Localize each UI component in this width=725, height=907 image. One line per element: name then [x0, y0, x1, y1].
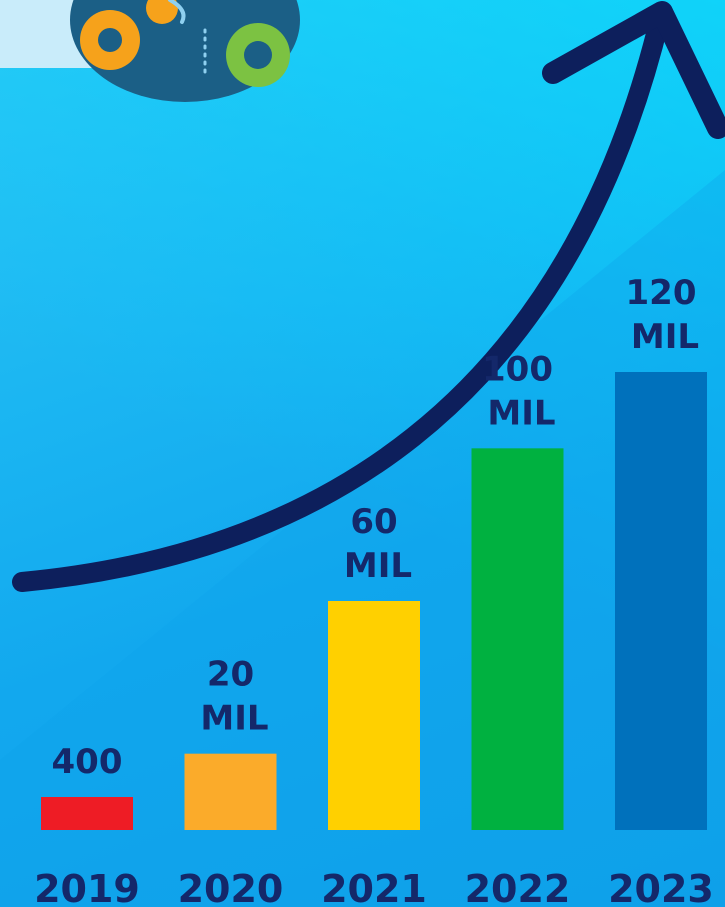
- value-label-2023-line-1: 120: [626, 273, 697, 313]
- year-label-2019: 2019: [34, 867, 140, 907]
- value-label-2020-line-2: MIL: [200, 699, 268, 739]
- year-label-2021: 2021: [321, 867, 427, 907]
- year-label-2020: 2020: [178, 867, 284, 907]
- bar-2021: [328, 601, 420, 830]
- value-label-2022-line-1: 100: [482, 349, 553, 389]
- value-label-2022-line-2: MIL: [487, 393, 555, 433]
- year-label-2022: 2022: [465, 867, 571, 907]
- bar-2022: [471, 448, 564, 830]
- bars-group: [41, 372, 707, 830]
- gears-icon: [70, 0, 300, 102]
- value-label-2021-line-1: 60: [350, 502, 397, 542]
- growth-arrow: [12, 1, 725, 592]
- year-labels-group: 2019 2020 2021 2022 2023: [34, 867, 714, 907]
- value-label-2019-line-1: 400: [52, 742, 123, 782]
- value-label-2020-line-1: 20: [207, 655, 254, 695]
- bar-2019: [41, 797, 133, 830]
- year-label-2023: 2023: [608, 867, 714, 907]
- bar-2020: [184, 753, 277, 830]
- bar-2023: [615, 372, 707, 830]
- value-label-2023-line-2: MIL: [631, 317, 699, 357]
- value-label-2021-line-2: MIL: [344, 546, 412, 586]
